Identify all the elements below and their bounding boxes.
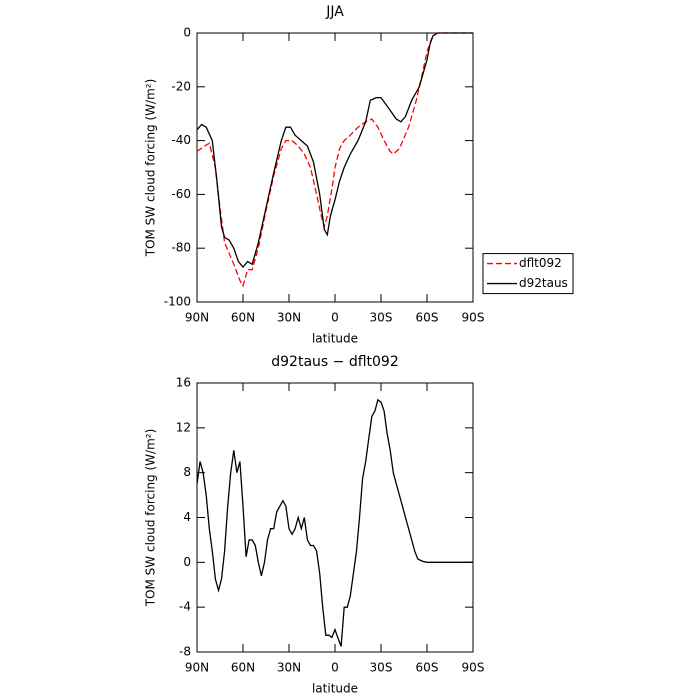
plot-frame: [196, 32, 474, 303]
y-tick-label: 8: [183, 465, 191, 479]
y-tick-label: 4: [183, 510, 191, 524]
y-tick-label: 0: [183, 555, 191, 569]
y-tick-label: -4: [179, 600, 191, 614]
x-tick-label: 0: [331, 311, 339, 325]
x-tick-label: 90S: [462, 661, 485, 675]
x-tick-label: 30S: [370, 311, 393, 325]
x-tick-label: 60S: [416, 661, 439, 675]
legend-box: [482, 253, 574, 295]
plot-frame: [196, 382, 474, 653]
x-tick-label: 30N: [277, 311, 301, 325]
series-line: [196, 32, 473, 269]
y-tick-label: 0: [183, 26, 191, 40]
y-tick-label: -60: [171, 187, 191, 201]
y-axis-label: TOM SW cloud forcing (W/m²): [144, 79, 158, 258]
y-tick-label: -80: [171, 241, 191, 255]
y-tick-label: 16: [176, 376, 191, 390]
y-tick-label: -100: [164, 295, 191, 309]
x-tick-label: 30N: [277, 661, 301, 675]
x-axis-label: latitude: [312, 682, 358, 696]
y-axis-label: TOM SW cloud forcing (W/m²): [144, 429, 158, 608]
x-axis-label: latitude: [312, 332, 358, 346]
y-tick-label: -8: [179, 645, 191, 659]
chart-title: d92taus − dflt092: [271, 354, 398, 370]
x-tick-label: 60N: [231, 661, 255, 675]
series-line: [196, 32, 473, 288]
x-tick-label: 0: [331, 661, 339, 675]
x-tick-label: 60S: [416, 311, 439, 325]
y-tick-label: -20: [171, 79, 191, 93]
x-tick-label: 60N: [231, 311, 255, 325]
x-tick-label: 90S: [462, 311, 485, 325]
series-line: [196, 398, 473, 647]
chart-title: JJA: [325, 4, 344, 20]
y-tick-label: -40: [171, 133, 191, 147]
x-tick-label: 30S: [370, 661, 393, 675]
y-tick-label: 12: [176, 420, 191, 434]
x-tick-label: 90N: [185, 311, 209, 325]
legend-label: dflt092: [519, 256, 562, 270]
legend-label: d92taus: [519, 276, 568, 290]
x-tick-label: 90N: [185, 661, 209, 675]
